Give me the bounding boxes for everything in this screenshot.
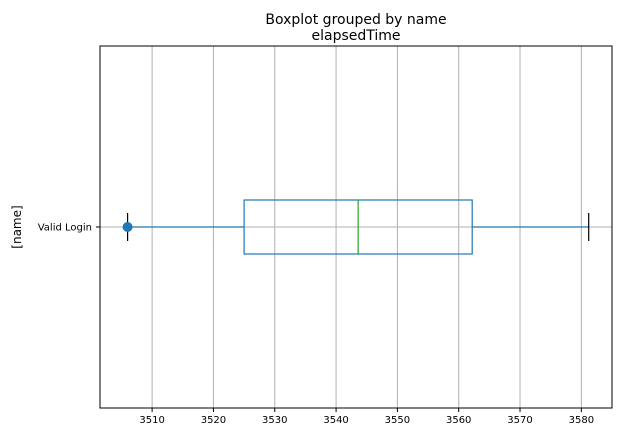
x-tick-label: 3540 (323, 415, 348, 426)
x-tick-label: 3530 (262, 415, 287, 426)
x-tick-label: 3520 (201, 415, 226, 426)
boxes-group (122, 199, 590, 255)
x-tick-label: 3510 (139, 415, 164, 426)
x-ticks: 3510 3520 3530 3540 3550 3560 3570 3580 (139, 408, 594, 426)
x-tick-label: 3580 (569, 415, 594, 426)
x-tick-label: 3550 (385, 415, 410, 426)
flier-point (122, 222, 133, 232)
x-tick-label: 3560 (446, 415, 471, 426)
x-tick-label: 3570 (507, 415, 532, 426)
chart-title: elapsedTime (311, 28, 400, 44)
y-axis-label: [name] (10, 205, 24, 248)
y-tick-label: Valid Login (38, 223, 92, 234)
y-ticks: Valid Login (38, 223, 100, 234)
chart-suptitle: Boxplot grouped by name (265, 12, 446, 28)
